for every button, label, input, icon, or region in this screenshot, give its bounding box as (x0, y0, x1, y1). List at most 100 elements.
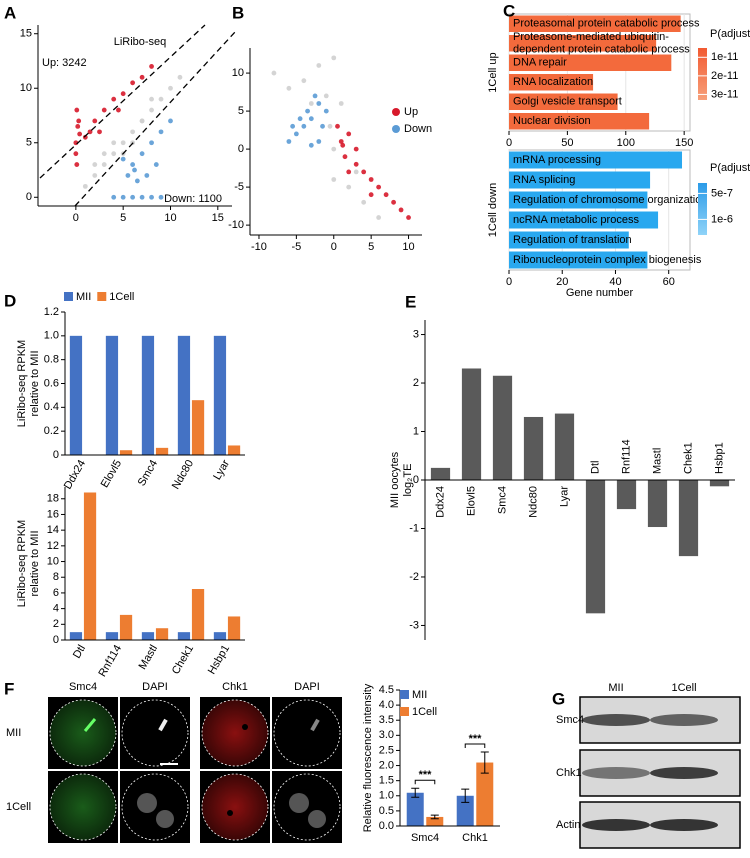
y-tick-label: 4 (53, 603, 59, 615)
point (130, 162, 136, 167)
point (139, 118, 145, 124)
point (144, 173, 150, 178)
y-tick-label: 0 (413, 474, 419, 486)
point (82, 183, 88, 189)
legend-swatch (392, 125, 400, 133)
x-tick-label: Smc4 (496, 486, 508, 514)
legend-label: 1Cell (109, 291, 134, 303)
bar (191, 400, 205, 455)
band (582, 767, 650, 779)
bar-label: Ribonucleoprotein complex biogenesis (513, 254, 702, 266)
y-tick-label: 4.0 (379, 699, 394, 711)
point (149, 64, 154, 69)
point (132, 167, 137, 173)
error-bar (411, 787, 420, 798)
bar (509, 231, 629, 249)
point (149, 140, 154, 146)
y-tick-label: -3 (409, 619, 419, 631)
y-axis-label: relative to MII (29, 350, 41, 416)
bar (119, 614, 133, 640)
y-tick-label: 16 (47, 508, 59, 520)
y-tick-label: 4.5 (379, 684, 394, 696)
point (361, 199, 367, 205)
y-axis-label: relative to MII (29, 530, 41, 596)
point (308, 101, 314, 106)
y-axis-label: LiRibo-seq RPKM (16, 340, 28, 427)
y-tick-label: 0.6 (44, 377, 59, 389)
point (97, 129, 102, 135)
point (73, 151, 79, 157)
point (346, 169, 352, 175)
point (271, 70, 277, 76)
point (391, 199, 396, 205)
x-tick-label: 60 (663, 276, 675, 288)
band (650, 819, 718, 831)
point (120, 91, 126, 97)
plot-frame (508, 13, 691, 132)
point (74, 162, 80, 167)
y-tick-label: 0.5 (379, 805, 394, 817)
x-tick-label: Hsbp1 (713, 442, 725, 474)
lane-label: MII (608, 682, 623, 694)
threshold-line (39, 24, 206, 179)
x-tick-label: 0 (506, 137, 512, 149)
point (308, 116, 314, 122)
x-tick-label: Hsbp1 (206, 643, 232, 677)
nucleus-signal (242, 724, 248, 730)
bar (213, 335, 227, 455)
bar (647, 480, 668, 528)
y-tick-label: 0 (238, 143, 244, 155)
point (75, 124, 81, 129)
bar (426, 816, 444, 826)
point (338, 139, 344, 144)
y-tick-label: 1.0 (44, 330, 59, 342)
point (331, 177, 337, 182)
bar (105, 335, 119, 455)
bar (456, 795, 474, 826)
x-tick-label: Mastl (651, 448, 663, 474)
colorbar-title: P(adjust) (710, 28, 750, 40)
y-tick-label: 10 (47, 555, 59, 567)
point (158, 129, 164, 135)
nucleus-signal (227, 810, 233, 816)
point (316, 101, 322, 106)
point (101, 107, 107, 113)
cell-outline (273, 699, 341, 767)
y-tick-label: 3 (413, 328, 419, 340)
bar (141, 335, 155, 455)
point (120, 194, 126, 200)
point (74, 107, 80, 113)
point (120, 140, 126, 146)
bar (509, 151, 683, 169)
point (293, 131, 299, 137)
bar (509, 171, 651, 189)
point (342, 154, 348, 160)
colorbar-tick-label: 1e-6 (711, 213, 733, 225)
y-tick-label: 1 (413, 425, 419, 437)
x-tick-label: 40 (609, 276, 621, 288)
y-axis-label: 1Cell up (487, 52, 499, 92)
x-tick-label: Rnf114 (96, 643, 124, 679)
y-axis-label: MII oocytes (389, 451, 401, 508)
point (139, 151, 145, 157)
point (376, 215, 382, 220)
point (346, 184, 352, 190)
x-tick-label: Elovl5 (465, 486, 477, 516)
bar (141, 632, 155, 640)
y-tick-label: 0.8 (44, 354, 59, 366)
error-bar (461, 788, 470, 803)
x-tick-label: 150 (675, 137, 693, 149)
x-tick-label: Lyar (211, 458, 232, 482)
x-tick-label: Chek1 (170, 643, 196, 677)
y-tick-label: 1.2 (44, 306, 59, 318)
bar (476, 762, 494, 826)
point (125, 173, 131, 178)
bar (523, 416, 544, 480)
y-tick-label: 1.5 (379, 775, 394, 787)
bar (177, 335, 191, 455)
colorbar-title: P(adjust) (710, 162, 750, 174)
y-axis-label: log₂TE (402, 463, 414, 496)
point (92, 162, 98, 167)
bar-label: Regulation of translation (513, 234, 632, 246)
